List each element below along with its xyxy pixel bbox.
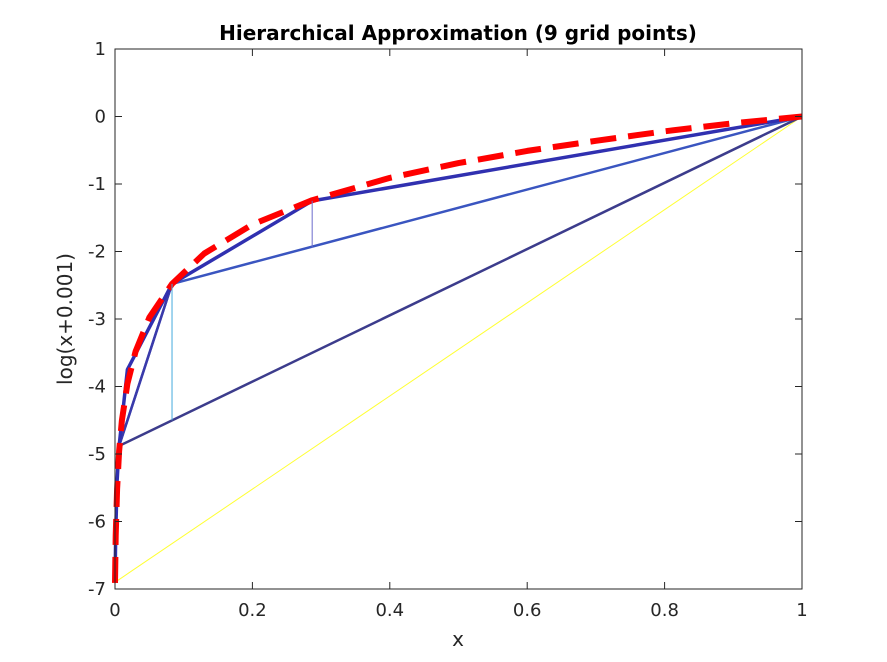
y-axis-label: log(x+0.001): [53, 253, 77, 385]
y-tick-label: -1: [88, 174, 106, 195]
x-tick-label: 1: [796, 600, 807, 621]
y-tick-label: -4: [88, 377, 106, 398]
y-tick-label: -5: [88, 444, 106, 465]
y-tick-label: -2: [88, 242, 106, 263]
x-tick-label: 0.4: [375, 600, 404, 621]
x-tick-label: 0.6: [513, 600, 542, 621]
true-function-line: [112, 113, 803, 583]
chart-title: Hierarchical Approximation (9 grid point…: [219, 21, 697, 45]
axes-box: [114, 48, 803, 590]
x-tick-label: 0.2: [238, 600, 267, 621]
x-tick-label: 0: [109, 600, 120, 621]
y-tick-label: -7: [88, 579, 106, 600]
x-axis-label: x: [452, 627, 464, 651]
approximation-line-level-0: [114, 116, 803, 583]
x-tick-label: 0.8: [650, 600, 679, 621]
approximation-line-level-1: [118, 115, 803, 448]
y-tick-label: -6: [88, 512, 106, 533]
y-tick-label: -3: [88, 309, 106, 330]
y-tick-label: 1: [95, 39, 106, 60]
y-tick-label: 0: [95, 107, 106, 128]
